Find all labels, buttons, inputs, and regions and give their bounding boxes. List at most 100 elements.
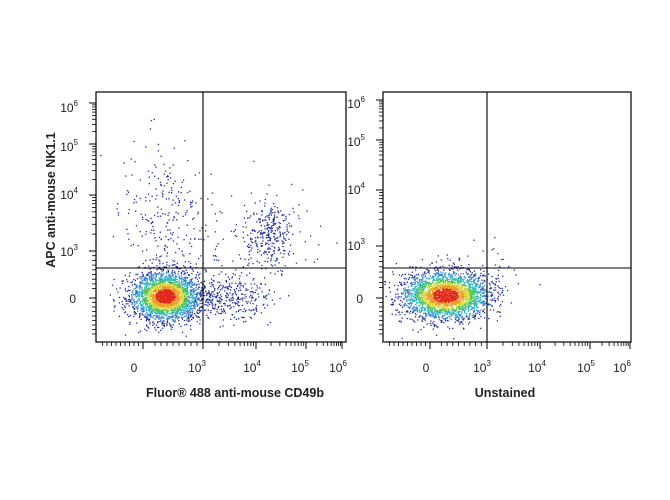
event-dot [153, 266, 155, 269]
event-dot [429, 275, 431, 277]
event-dot [479, 311, 481, 313]
event-dot [455, 277, 457, 279]
event-dot [478, 317, 480, 320]
event-dot [167, 283, 169, 285]
event-dot [454, 321, 456, 323]
event-dot [260, 312, 263, 314]
event-dot [256, 260, 258, 262]
event-dot [155, 294, 157, 296]
event-dot [477, 300, 479, 302]
event-dot [450, 318, 452, 321]
event-dot [444, 279, 447, 282]
event-dot [458, 277, 460, 279]
event-dot [416, 310, 418, 312]
event-dot [198, 316, 200, 318]
event-dot [226, 292, 228, 294]
event-dot [469, 285, 471, 287]
event-dot [124, 305, 126, 307]
event-dot [141, 307, 143, 309]
event-dot [159, 313, 161, 315]
event-dot [198, 286, 200, 288]
event-dot [491, 305, 493, 307]
event-dot [433, 268, 435, 270]
event-dot [418, 282, 420, 284]
event-dot [462, 309, 464, 311]
event-dot [157, 309, 159, 311]
event-dot [458, 317, 460, 319]
event-dot [197, 304, 200, 306]
event-dot [157, 304, 159, 306]
event-dot [131, 281, 134, 283]
event-dot [259, 222, 261, 224]
event-dot [260, 236, 262, 239]
event-dot [215, 303, 217, 305]
event-dot [157, 177, 159, 180]
event-dot [262, 233, 264, 235]
event-dot [467, 304, 469, 306]
event-dot [274, 260, 276, 262]
event-dot [458, 259, 460, 261]
event-dot [150, 278, 152, 280]
event-dot [224, 302, 226, 305]
event-dot [263, 303, 265, 305]
event-dot [161, 294, 163, 296]
event-dot [200, 282, 202, 284]
event-dot [150, 311, 153, 313]
event-dot [429, 313, 432, 315]
event-dot [178, 227, 180, 229]
event-dot [183, 288, 185, 291]
event-dot [415, 285, 418, 287]
event-dot [466, 306, 468, 308]
event-dot [178, 275, 180, 277]
event-dot [282, 232, 284, 234]
event-dot [217, 243, 219, 245]
event-dot [170, 312, 172, 315]
event-dot [185, 316, 187, 318]
event-dot [166, 321, 169, 323]
event-dot [454, 316, 457, 318]
event-dot [122, 303, 124, 306]
event-dot [198, 274, 200, 276]
event-dot [195, 316, 198, 318]
event-dot [150, 307, 152, 310]
event-dot [271, 227, 274, 229]
event-dot [146, 302, 148, 304]
event-dot [166, 317, 169, 319]
event-dot [166, 287, 169, 289]
event-dot [165, 198, 167, 200]
event-dot [412, 311, 414, 313]
event-dot [186, 285, 189, 287]
event-dot [154, 286, 156, 288]
event-dot [157, 212, 159, 214]
event-dot [427, 281, 429, 283]
event-dot [160, 277, 162, 280]
event-dot [144, 300, 146, 303]
event-dot [497, 297, 499, 299]
event-dot [177, 318, 179, 320]
event-dot [267, 257, 269, 259]
event-dot [166, 314, 168, 316]
event-dot [405, 290, 407, 292]
event-dot [171, 272, 173, 274]
event-dot [473, 279, 475, 281]
event-dot [264, 198, 266, 200]
event-dot [470, 281, 472, 283]
event-dot [477, 310, 479, 312]
event-dot [264, 260, 266, 262]
event-dot [455, 317, 458, 319]
event-dot [264, 219, 266, 221]
event-dot [148, 265, 150, 267]
event-dot [155, 313, 157, 315]
event-dot [154, 277, 156, 279]
event-dot [472, 284, 474, 286]
event-dot [242, 310, 244, 313]
event-dot [190, 201, 192, 203]
dot-cloud-stained [100, 118, 338, 337]
event-dot [491, 282, 493, 284]
event-dot [166, 264, 168, 266]
event-dot [144, 284, 147, 286]
event-dot [180, 282, 182, 285]
event-dot [295, 262, 298, 264]
event-dot [136, 300, 138, 302]
event-dot [397, 293, 399, 295]
